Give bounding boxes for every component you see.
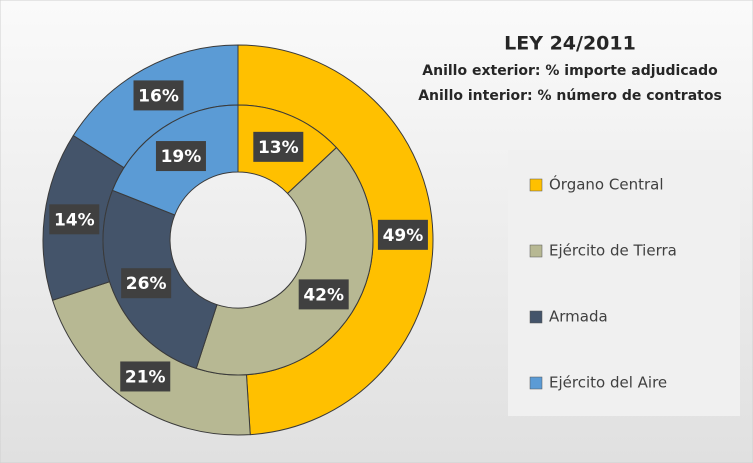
data-label: 21%: [125, 367, 166, 387]
legend-swatch: [529, 376, 543, 390]
data-label: 49%: [383, 226, 424, 246]
data-label-box: [155, 141, 206, 172]
chart-title: LEY 24/2011: [504, 33, 636, 55]
donut-segment: [195, 146, 374, 376]
data-label-box: [133, 80, 184, 111]
data-label: 42%: [303, 285, 344, 305]
data-label: 16%: [138, 86, 179, 106]
data-label: 19%: [161, 147, 202, 167]
data-label-box: [298, 279, 349, 310]
legend-label: Órgano Central: [549, 175, 664, 194]
data-label: 13%: [258, 138, 299, 158]
data-label-box: [253, 131, 304, 162]
legend-label: Armada: [549, 308, 608, 326]
legend-swatch: [529, 244, 543, 258]
data-label-box: [49, 204, 100, 235]
data-label-box: [121, 268, 172, 299]
legend-swatch: [529, 310, 543, 324]
legend-label: Ejército de Tierra: [549, 242, 677, 260]
legend-label: Ejército del Aire: [549, 374, 667, 392]
chart-subtitle: Anillo interior: % número de contratos: [418, 88, 722, 104]
legend-swatch: [529, 178, 543, 192]
data-label-box: [120, 361, 171, 392]
data-label: 14%: [54, 210, 95, 230]
data-label-box: [377, 219, 428, 250]
data-label: 26%: [126, 274, 167, 294]
chart-subtitle: Anillo exterior: % importe adjudicado: [422, 63, 718, 79]
legend-panel: [508, 150, 740, 416]
